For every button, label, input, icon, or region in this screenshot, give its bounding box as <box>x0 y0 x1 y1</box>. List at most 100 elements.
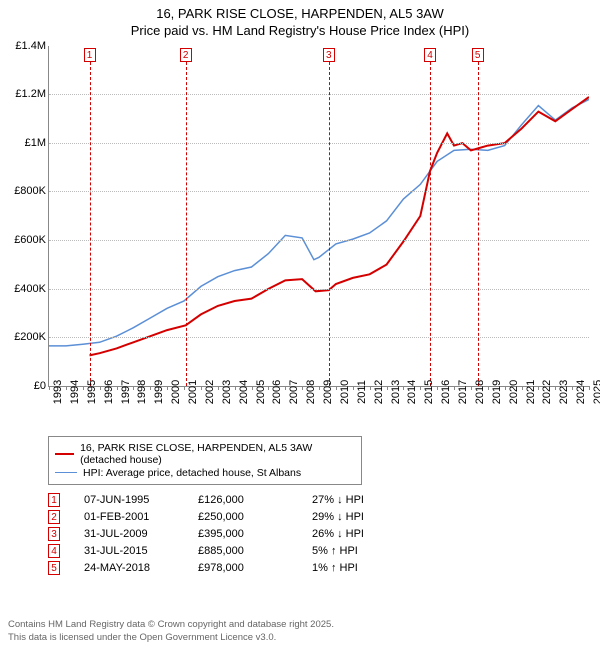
x-axis-label: 2003 <box>221 380 233 404</box>
legend-swatch <box>55 453 74 455</box>
legend-swatch <box>55 472 77 473</box>
x-tick <box>471 386 472 390</box>
x-tick <box>589 386 590 390</box>
x-axis-label: 1996 <box>103 380 115 404</box>
sales-index: 2 <box>48 510 60 524</box>
legend-label: 16, PARK RISE CLOSE, HARPENDEN, AL5 3AW … <box>80 442 355 466</box>
x-tick <box>302 386 303 390</box>
line-layer <box>49 46 589 386</box>
x-tick <box>538 386 539 390</box>
x-tick <box>100 386 101 390</box>
sales-price: £126,000 <box>198 494 288 506</box>
x-tick <box>505 386 506 390</box>
y-axis-label: £600K <box>14 234 46 246</box>
x-axis-label: 2001 <box>187 380 199 404</box>
sales-diff: 29% ↓ HPI <box>312 511 402 523</box>
x-axis-label: 2018 <box>474 380 486 404</box>
sale-marker-line <box>430 62 431 386</box>
x-tick <box>285 386 286 390</box>
x-axis-label: 2016 <box>440 380 452 404</box>
sale-marker-box: 4 <box>424 48 436 62</box>
x-axis-label: 2015 <box>423 380 435 404</box>
plot-area: 12345 <box>48 46 589 387</box>
title-block: 16, PARK RISE CLOSE, HARPENDEN, AL5 3AW … <box>0 0 600 40</box>
sale-marker-box: 2 <box>180 48 192 62</box>
x-axis-label: 2011 <box>356 380 368 404</box>
sales-price: £395,000 <box>198 528 288 540</box>
x-tick <box>117 386 118 390</box>
x-tick <box>403 386 404 390</box>
x-axis-label: 1997 <box>120 380 132 404</box>
sales-date: 24-MAY-2018 <box>84 562 174 574</box>
x-axis-label: 1998 <box>136 380 148 404</box>
sales-row: 2 01-FEB-2001 £250,000 29% ↓ HPI <box>48 510 590 524</box>
legend-item: 16, PARK RISE CLOSE, HARPENDEN, AL5 3AW … <box>55 442 355 466</box>
sale-marker-line <box>186 62 187 386</box>
y-axis-label: £1.4M <box>15 40 46 52</box>
x-axis-label: 2025 <box>592 380 600 404</box>
footer-line1: Contains HM Land Registry data © Crown c… <box>8 619 334 631</box>
y-axis-label: £0 <box>34 380 46 392</box>
x-axis-label: 2022 <box>541 380 553 404</box>
x-axis-label: 1994 <box>69 380 81 404</box>
grid-line <box>49 337 589 338</box>
sales-table: 107-JUN-1995£126,00027% ↓ HPI 2 01-FEB-200… <box>48 493 590 575</box>
x-tick <box>336 386 337 390</box>
sales-date: 31-JUL-2015 <box>84 545 174 557</box>
x-axis-label: 2014 <box>406 380 418 404</box>
grid-line <box>49 240 589 241</box>
title-line1: 16, PARK RISE CLOSE, HARPENDEN, AL5 3AW <box>0 6 600 23</box>
x-tick <box>252 386 253 390</box>
sales-row: 5 24-MAY-2018 £978,000 1% ↑ HPI <box>48 561 590 575</box>
sales-diff: 26% ↓ HPI <box>312 528 402 540</box>
x-axis-label: 2012 <box>373 380 385 404</box>
x-tick <box>319 386 320 390</box>
x-axis-label: 2010 <box>339 380 351 404</box>
x-tick <box>387 386 388 390</box>
sales-row: 107-JUN-1995£126,00027% ↓ HPI <box>48 493 590 507</box>
x-tick <box>66 386 67 390</box>
x-tick <box>353 386 354 390</box>
sales-diff: 5% ↑ HPI <box>312 545 402 557</box>
x-axis-label: 1993 <box>52 380 64 404</box>
x-tick <box>201 386 202 390</box>
x-tick <box>49 386 50 390</box>
sales-index: 5 <box>48 561 60 575</box>
x-tick <box>184 386 185 390</box>
sales-date: 01-FEB-2001 <box>84 511 174 523</box>
sale-marker-line <box>329 62 330 386</box>
x-axis-label: 2021 <box>525 380 537 404</box>
grid-line <box>49 94 589 95</box>
x-tick <box>454 386 455 390</box>
price-paid-line <box>90 97 590 355</box>
y-axis-label: £400K <box>14 283 46 295</box>
grid-line <box>49 191 589 192</box>
x-tick <box>370 386 371 390</box>
y-axis-label: £200K <box>14 331 46 343</box>
sales-price: £250,000 <box>198 511 288 523</box>
sales-index: 3 <box>48 527 60 541</box>
x-tick <box>488 386 489 390</box>
sales-diff: 1% ↑ HPI <box>312 562 402 574</box>
x-tick <box>268 386 269 390</box>
grid-line <box>49 289 589 290</box>
hpi-line <box>49 99 589 346</box>
x-tick <box>167 386 168 390</box>
sales-row: 331-JUL-2009£395,00026% ↓ HPI <box>48 527 590 541</box>
x-axis-label: 2002 <box>204 380 216 404</box>
legend: 16, PARK RISE CLOSE, HARPENDEN, AL5 3AW … <box>48 436 362 485</box>
y-axis-label: £800K <box>14 185 46 197</box>
x-axis-label: 2023 <box>558 380 570 404</box>
x-tick <box>235 386 236 390</box>
x-axis-label: 1999 <box>153 380 165 404</box>
x-tick <box>522 386 523 390</box>
grid-line <box>49 143 589 144</box>
x-axis-label: 2019 <box>491 380 503 404</box>
sales-price: £978,000 <box>198 562 288 574</box>
x-axis-label: 2009 <box>322 380 334 404</box>
x-axis-label: 2013 <box>390 380 402 404</box>
sales-index: 4 <box>48 544 60 558</box>
legend-label: HPI: Average price, detached house, St A… <box>83 467 301 479</box>
x-axis-label: 2005 <box>255 380 267 404</box>
x-axis-label: 2006 <box>271 380 283 404</box>
